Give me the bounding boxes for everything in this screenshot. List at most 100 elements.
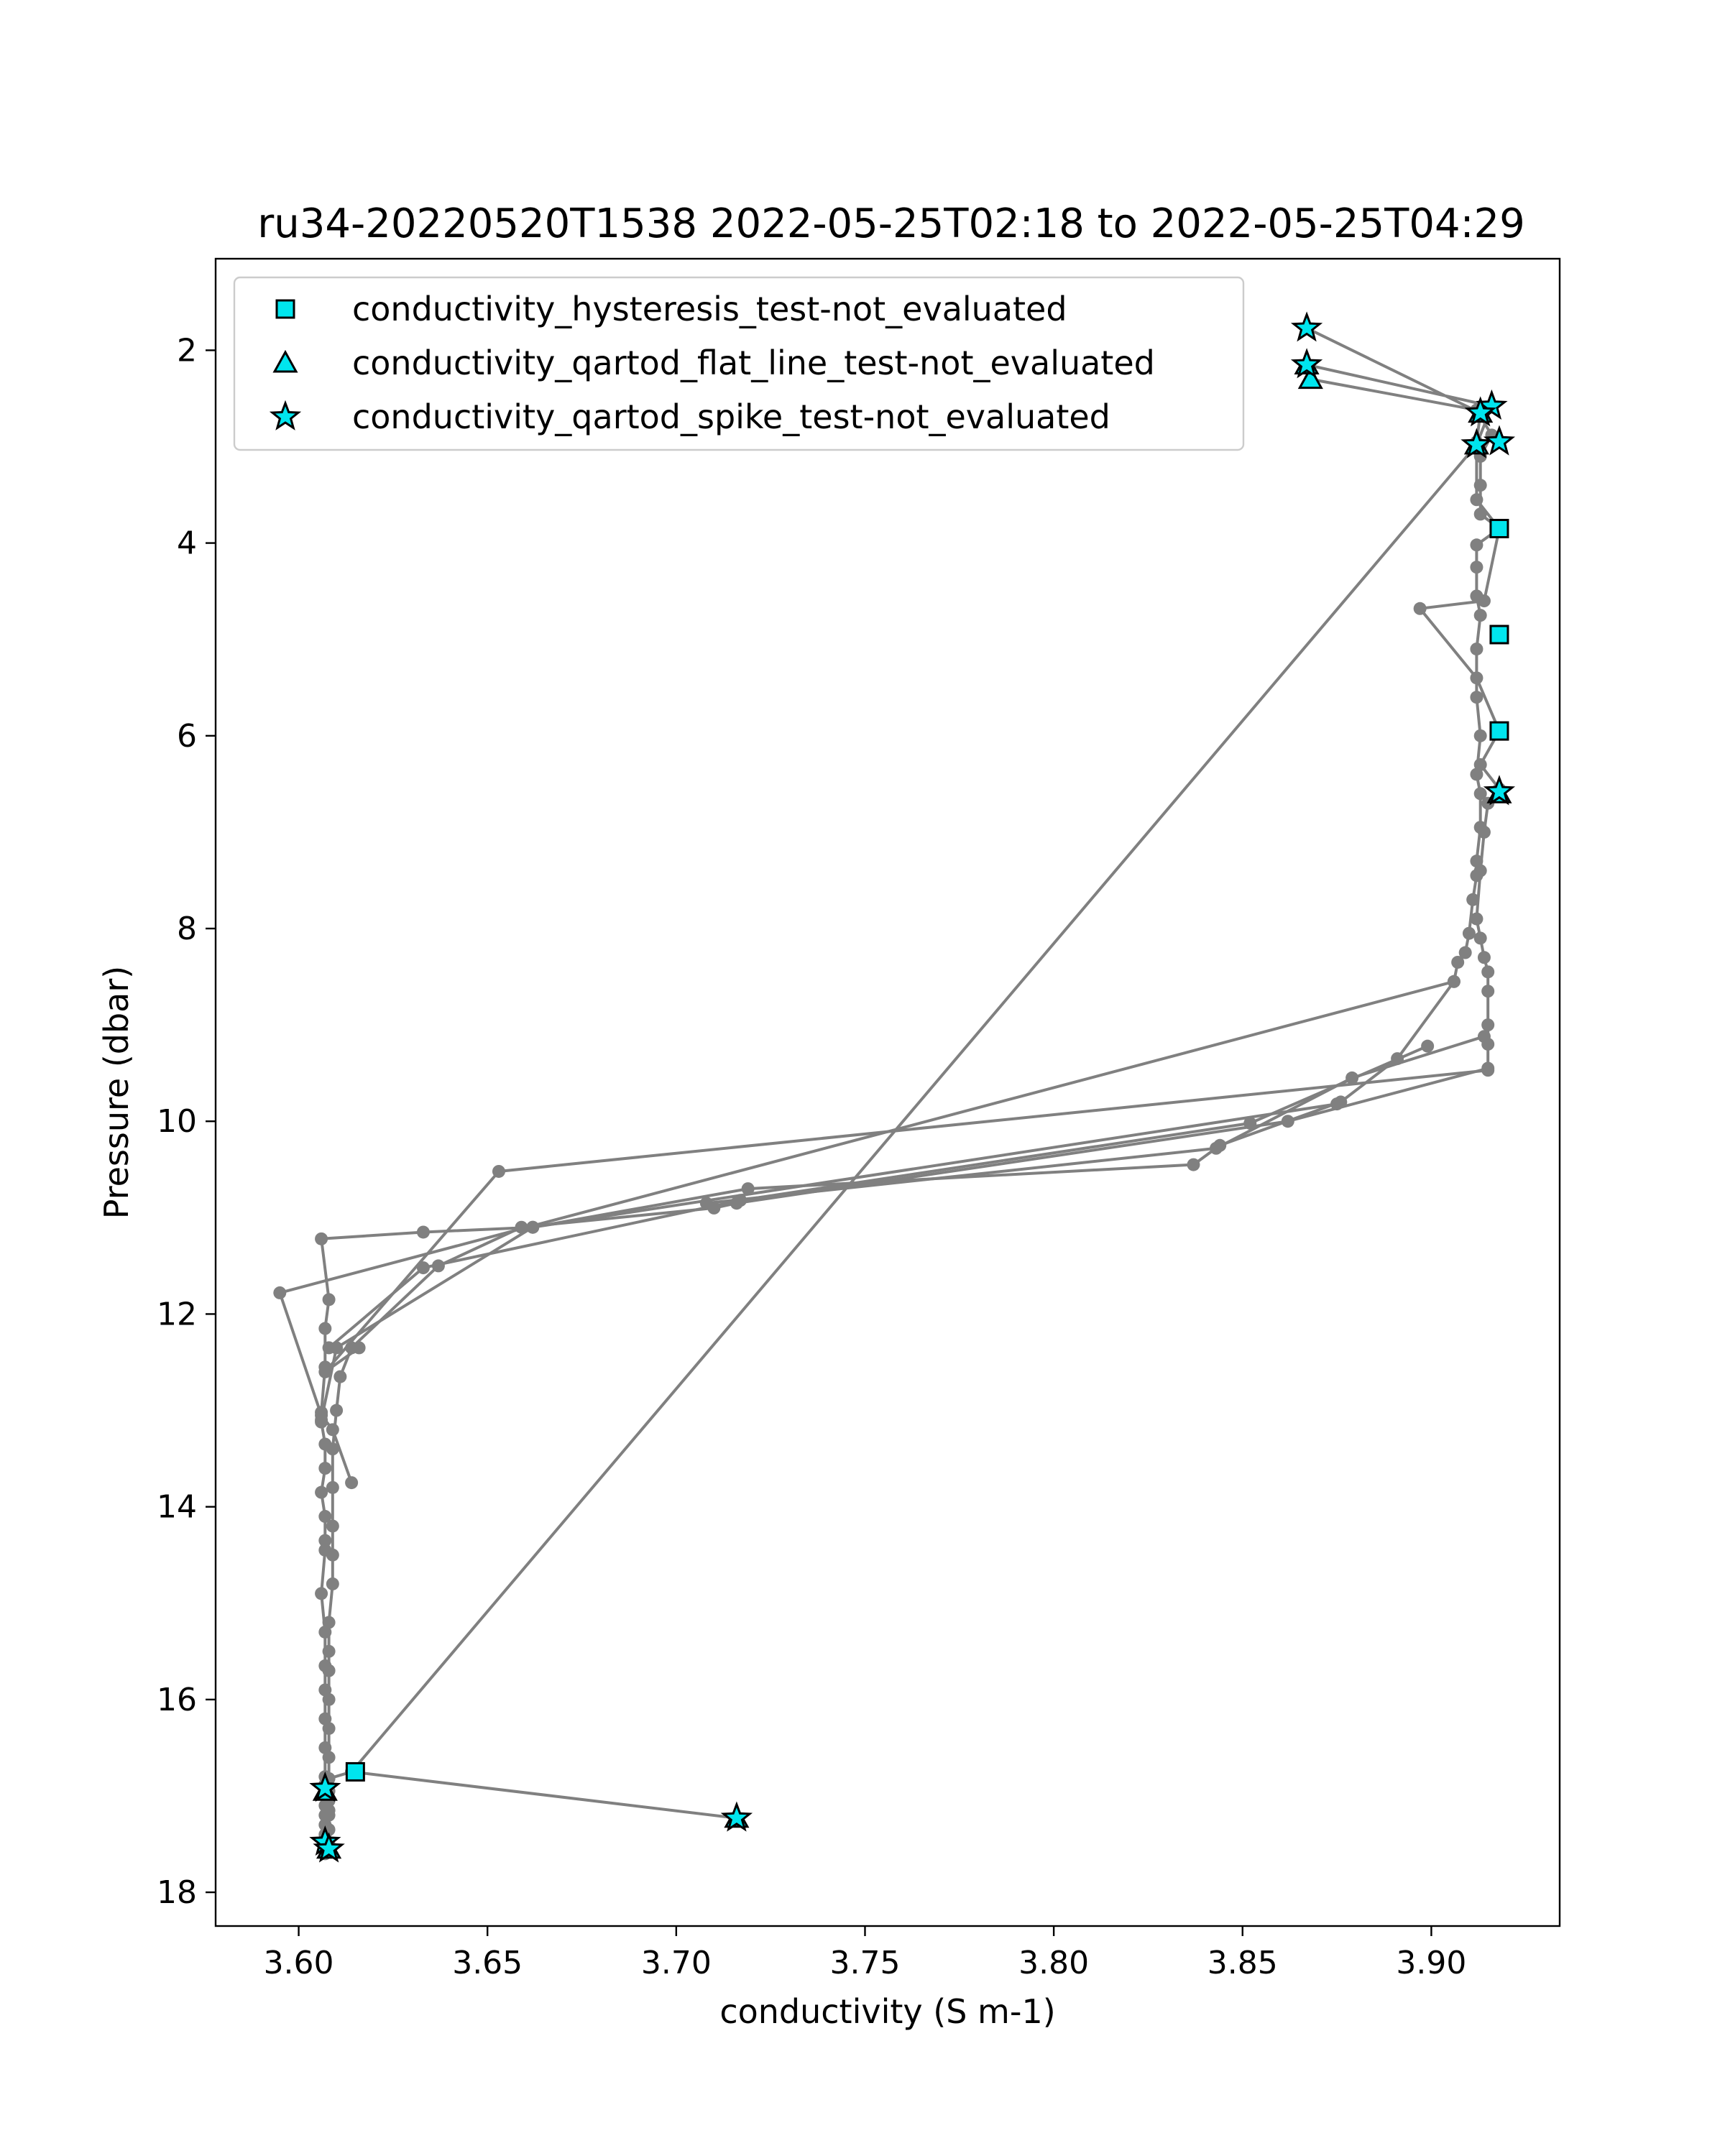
profile-point <box>315 1232 328 1245</box>
profile-point <box>322 1616 336 1629</box>
y-tick-label: 4 <box>177 525 197 562</box>
profile-point <box>1477 1030 1491 1044</box>
profile-point <box>315 1413 328 1427</box>
legend-label: conductivity_qartod_flat_line_test-not_e… <box>352 344 1155 382</box>
profile-point <box>526 1220 540 1234</box>
profile-point <box>330 1341 344 1355</box>
profile-point <box>1481 1064 1495 1077</box>
profile-line-segment <box>706 1035 1485 1205</box>
profile-point <box>326 1548 339 1562</box>
profile-point <box>1470 912 1484 926</box>
x-axis-label: conductivity (S m-1) <box>719 1992 1055 2031</box>
x-tick-label: 3.70 <box>641 1945 712 1981</box>
hysteresis-marker <box>1489 721 1509 741</box>
profile-point <box>322 1722 336 1736</box>
profile-point <box>1481 965 1495 979</box>
profile-point <box>1477 825 1491 839</box>
profile-point <box>1458 946 1472 959</box>
profile-point <box>318 1808 332 1822</box>
y-tick-label: 14 <box>157 1489 197 1526</box>
legend-label: conductivity_qartod_spike_test-not_evalu… <box>352 397 1110 436</box>
y-tick-label: 10 <box>157 1103 197 1140</box>
hysteresis-marker <box>1489 518 1509 538</box>
profile-point <box>1413 602 1427 615</box>
profile-point <box>1473 479 1487 492</box>
spike-marker <box>1290 348 1323 379</box>
plot-data <box>273 311 1516 1863</box>
y-tick-label: 2 <box>177 332 197 369</box>
spike-marker <box>1464 396 1496 427</box>
profile-point <box>315 1587 328 1600</box>
profile-point <box>741 1182 755 1196</box>
profile-line-segment <box>320 1102 1338 1421</box>
x-tick-label: 3.85 <box>1208 1945 1278 1981</box>
profile-point <box>1473 787 1487 801</box>
legend-hysteresis-marker <box>275 299 295 319</box>
profile-point <box>326 1423 339 1437</box>
profile-line-segment <box>323 1069 1489 1373</box>
profile-point <box>334 1370 347 1383</box>
profile-point <box>1473 864 1487 877</box>
profile-point <box>322 1751 336 1764</box>
legend: conductivity_hysteresis_test-not_evaluat… <box>233 276 1245 451</box>
hysteresis-marker <box>1489 625 1509 645</box>
profile-point <box>318 1462 332 1475</box>
profile-point <box>1470 691 1484 704</box>
x-tick-label: 3.65 <box>452 1945 523 1981</box>
profile-point <box>352 1341 366 1355</box>
profile-point <box>1477 594 1491 608</box>
profile-point <box>330 1404 344 1417</box>
profile-point <box>1470 671 1484 685</box>
legend-box <box>233 276 1245 451</box>
y-tick-label: 12 <box>157 1296 197 1332</box>
profile-point <box>318 1818 332 1832</box>
legend-label: conductivity_hysteresis_test-not_evaluat… <box>352 290 1067 328</box>
x-tick-label: 3.60 <box>264 1945 334 1981</box>
profile-point <box>1473 729 1487 742</box>
profile-point <box>326 1480 339 1494</box>
profile-point <box>315 1485 328 1499</box>
y-tick-label: 6 <box>177 718 197 755</box>
profile-point <box>1470 561 1484 574</box>
profile-point <box>1473 931 1487 945</box>
profile-point <box>699 1197 713 1210</box>
profile-point <box>322 1692 336 1706</box>
spike-marker <box>1483 775 1516 806</box>
profile-point <box>1447 975 1460 988</box>
y-axis-label: Pressure (dbar) <box>97 966 136 1219</box>
chart-title: ru34-20220520T1538 2022-05-25T02:18 to 2… <box>257 201 1524 247</box>
profile-point <box>1473 609 1487 622</box>
profile-point <box>1466 893 1480 906</box>
profile-point <box>1209 1141 1223 1155</box>
legend-spike-marker <box>269 400 302 430</box>
x-tick-label: 3.75 <box>829 1945 900 1981</box>
profile-point <box>1281 1115 1294 1128</box>
y-tick-label: 18 <box>157 1874 197 1911</box>
profile-point <box>322 1293 336 1307</box>
spike-marker <box>1483 425 1516 456</box>
profile-point <box>492 1164 505 1178</box>
profile-point <box>326 1519 339 1533</box>
flat-line-marker <box>1297 366 1323 390</box>
profile-point <box>318 1534 332 1547</box>
profile-point <box>416 1225 430 1239</box>
profile-point <box>1470 493 1484 507</box>
profile-point <box>326 1577 339 1590</box>
x-tick-label: 3.90 <box>1396 1945 1466 1981</box>
profile-point <box>345 1476 359 1490</box>
profile-point <box>318 1365 332 1378</box>
x-axis: 3.60 3.65 3.70 3.75 3.80 3.85 3.90 <box>264 1926 1466 1981</box>
profile-point <box>1481 985 1495 998</box>
spike-marker <box>1290 311 1323 342</box>
profile-point <box>322 1664 336 1677</box>
spike-marker <box>1460 428 1493 459</box>
legend-flat-line-marker <box>272 349 298 373</box>
profile-point <box>1330 1097 1344 1111</box>
profile-point <box>1473 507 1487 521</box>
profile-point <box>1187 1158 1200 1171</box>
profile-point <box>1462 926 1476 940</box>
y-tick-label: 8 <box>177 911 197 947</box>
profile-point <box>273 1286 287 1299</box>
profile-point <box>1477 951 1491 964</box>
